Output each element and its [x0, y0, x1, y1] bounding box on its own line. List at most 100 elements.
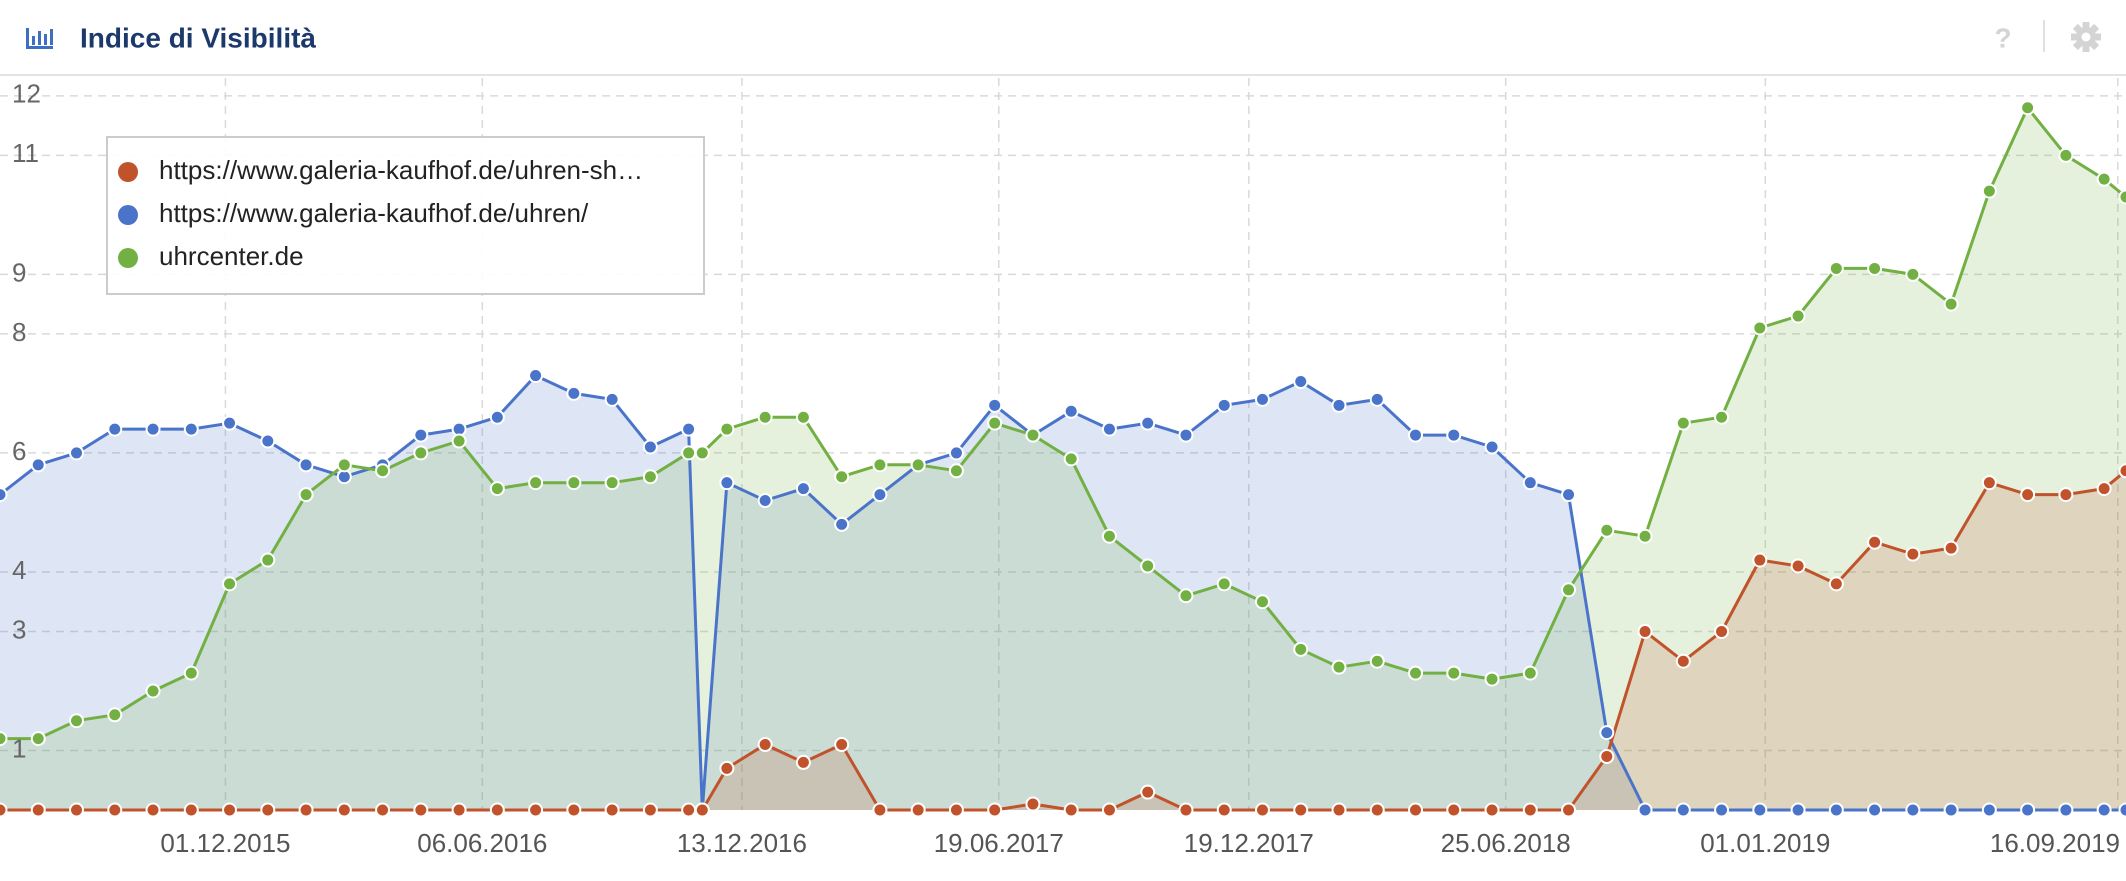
series-point — [720, 423, 733, 436]
series-point — [1524, 804, 1537, 817]
series-point — [644, 470, 657, 483]
series-point — [1218, 399, 1231, 412]
series-point — [1294, 804, 1307, 817]
series-point — [1524, 667, 1537, 680]
x-tick-label: 16.09.2019 — [1990, 828, 2120, 858]
series-point — [32, 458, 45, 471]
series-point — [988, 417, 1001, 430]
series-point — [1868, 262, 1881, 275]
series-point — [1447, 667, 1460, 680]
series-point — [873, 458, 886, 471]
series-point — [1065, 804, 1078, 817]
header-bar — [0, 0, 2126, 75]
series-point — [1562, 804, 1575, 817]
legend-label: uhrcenter.de — [159, 241, 304, 271]
series-point — [108, 708, 121, 721]
series-point — [1753, 554, 1766, 567]
series-point — [1753, 804, 1766, 817]
series-point — [529, 476, 542, 489]
series-point — [1639, 804, 1652, 817]
series-point — [261, 804, 274, 817]
series-point — [1677, 417, 1690, 430]
series-point — [797, 756, 810, 769]
series-point — [1562, 583, 1575, 596]
series-point — [491, 411, 504, 424]
settings-icon[interactable] — [2071, 22, 2101, 52]
series-point — [1715, 625, 1728, 638]
series-point — [1868, 536, 1881, 549]
series-point — [1103, 423, 1116, 436]
series-point — [453, 804, 466, 817]
series-point — [0, 732, 7, 745]
series-point — [70, 804, 83, 817]
series-point — [261, 554, 274, 567]
series-point — [1486, 440, 1499, 453]
x-tick-label: 01.12.2015 — [160, 828, 290, 858]
series-point — [1906, 548, 1919, 561]
series-point — [1830, 577, 1843, 590]
series-point — [1715, 411, 1728, 424]
series-point — [1447, 429, 1460, 442]
series-point — [912, 458, 925, 471]
series-point — [2120, 804, 2126, 817]
help-icon[interactable]: ? — [1994, 22, 2011, 53]
series-point — [1026, 429, 1039, 442]
series-point — [414, 429, 427, 442]
series-point — [1677, 655, 1690, 668]
series-point — [1371, 804, 1384, 817]
series-point — [2021, 804, 2034, 817]
series-point — [2098, 173, 2111, 186]
series-point — [376, 464, 389, 477]
series-point — [1639, 530, 1652, 543]
series-point — [950, 446, 963, 459]
y-tick-label: 1 — [12, 733, 26, 763]
series-point — [606, 393, 619, 406]
x-tick-label: 06.06.2016 — [417, 828, 547, 858]
series-point — [1945, 298, 1958, 311]
series-point — [1486, 673, 1499, 686]
series-point — [223, 417, 236, 430]
x-tick-label: 19.06.2017 — [934, 828, 1064, 858]
series-point — [1294, 643, 1307, 656]
series-point — [682, 804, 695, 817]
series-point — [1294, 375, 1307, 388]
series-point — [376, 804, 389, 817]
series-point — [835, 738, 848, 751]
series-point — [1256, 595, 1269, 608]
series-point — [1600, 726, 1613, 739]
series-point — [32, 732, 45, 745]
legend-marker — [118, 205, 138, 225]
series-point — [32, 804, 45, 817]
series-point — [414, 804, 427, 817]
series-point — [835, 470, 848, 483]
y-tick-label: 3 — [12, 614, 26, 644]
series-point — [644, 804, 657, 817]
series-point — [1753, 321, 1766, 334]
series-point — [1218, 577, 1231, 590]
series-point — [338, 458, 351, 471]
series-point — [2059, 804, 2072, 817]
series-point — [1677, 804, 1690, 817]
series-point — [950, 804, 963, 817]
series-point — [759, 738, 772, 751]
series-point — [1103, 804, 1116, 817]
series-point — [606, 804, 619, 817]
series-point — [1792, 804, 1805, 817]
series-point — [644, 440, 657, 453]
series-point — [147, 684, 160, 697]
series-point — [70, 714, 83, 727]
series-point — [1179, 804, 1192, 817]
series-point — [2098, 482, 2111, 495]
series-point — [1486, 804, 1499, 817]
x-tick-label: 13.12.2016 — [677, 828, 807, 858]
series-point — [950, 464, 963, 477]
series-point — [567, 804, 580, 817]
legend-label: https://www.galeria-kaufhof.de/uhren/ — [159, 198, 589, 228]
series-point — [1218, 804, 1231, 817]
series-point — [453, 435, 466, 448]
series-point — [1715, 804, 1728, 817]
series-point — [1332, 804, 1345, 817]
series-point — [1906, 268, 1919, 281]
chart-title: Indice di Visibilità — [80, 22, 316, 53]
